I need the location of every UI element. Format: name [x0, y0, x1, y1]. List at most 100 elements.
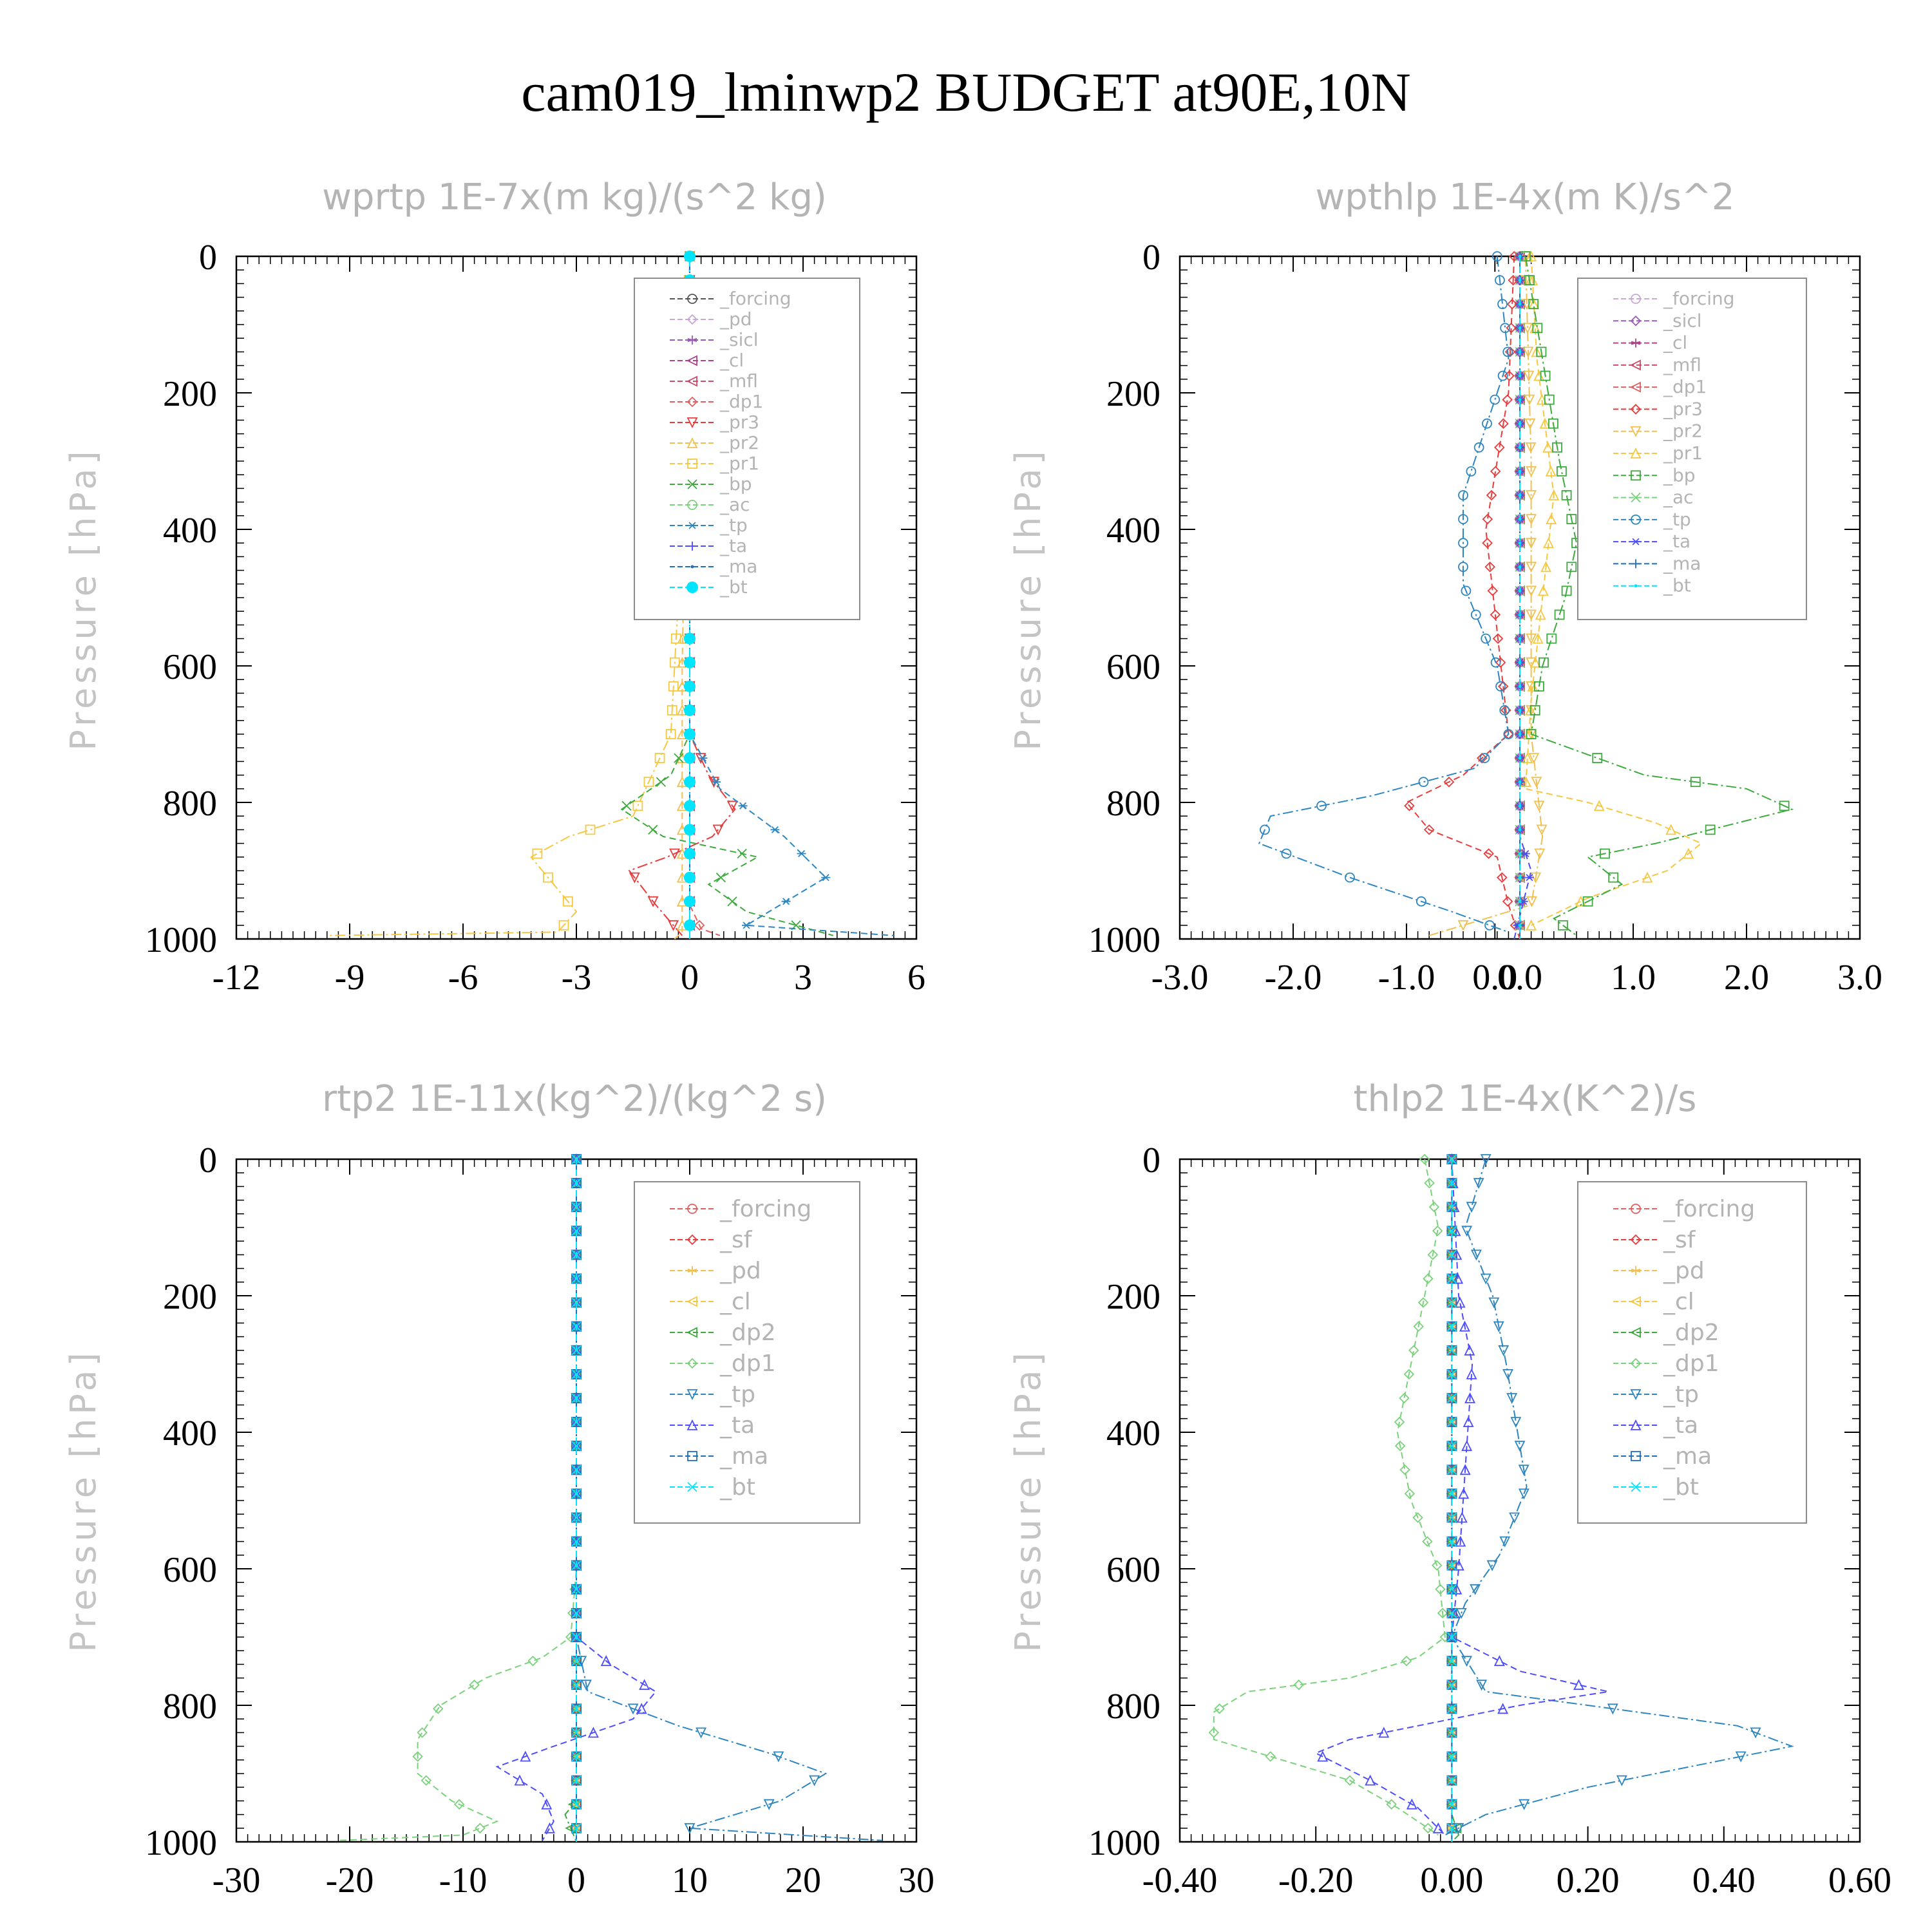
series-marker: [684, 704, 696, 716]
legend-entry: _sf: [719, 1227, 753, 1253]
series-marker: [433, 1703, 444, 1714]
series-marker: [1546, 513, 1557, 524]
series-marker: [668, 920, 679, 931]
series-marker: [1446, 1178, 1457, 1188]
series-marker: [665, 729, 676, 739]
series-marker: [1446, 1297, 1457, 1308]
legend-marker: [1634, 584, 1638, 588]
series-marker: [1534, 681, 1544, 692]
series-marker: [1534, 848, 1546, 860]
legend-marker: [1629, 1327, 1641, 1338]
series-marker: [1540, 561, 1551, 573]
series-marker: [1446, 1393, 1457, 1403]
x-tick-label: 3: [794, 958, 812, 998]
series-marker: [571, 1321, 582, 1332]
x-tick-label: 0: [567, 1861, 585, 1900]
series-marker: [1499, 1536, 1511, 1548]
series-marker: [1446, 1608, 1457, 1618]
legend-entry: _tp: [719, 1381, 755, 1408]
series-marker: [1683, 848, 1694, 859]
legend-entry: _ma: [719, 1443, 768, 1470]
series-marker: [639, 1679, 650, 1690]
series-marker: [1281, 848, 1292, 859]
series-marker: [684, 848, 696, 860]
series-marker: [684, 895, 696, 907]
series-marker: [1518, 541, 1522, 545]
legend-marker: [687, 1451, 697, 1461]
series-marker: [1394, 1440, 1406, 1452]
legend-entry: _pd: [719, 308, 752, 330]
legend-marker: [1631, 559, 1640, 569]
series-marker: [571, 1297, 582, 1308]
series-marker: [421, 1775, 432, 1786]
series-marker: [1470, 1249, 1482, 1261]
y-axis-label: Pressure [hPa]: [63, 447, 104, 750]
series-marker: [571, 1464, 582, 1475]
series-marker: [738, 802, 748, 810]
series-marker: [580, 1680, 592, 1691]
y-tick-label: 0: [199, 1141, 217, 1180]
panel-title: rtp2 1E-11x(kg^2)/(kg^2 s): [322, 1078, 827, 1120]
series-marker: [1556, 466, 1567, 477]
series-line-bp: [1524, 256, 1794, 936]
series-marker: [1499, 705, 1510, 715]
panel-rtp2: rtp2 1E-11x(kg^2)/(kg^2 s) Pressure [hPa…: [63, 1078, 934, 1900]
legend-box: [634, 1181, 860, 1524]
series-marker: [1518, 350, 1522, 354]
series-marker: [742, 922, 751, 929]
series-marker: [571, 1488, 582, 1499]
series-marker: [587, 1727, 599, 1738]
legend-marker: [687, 396, 698, 408]
x-tick-label: 2.0: [1724, 958, 1769, 998]
series-marker: [1536, 346, 1547, 357]
series-marker: [1506, 298, 1518, 310]
series-marker: [684, 632, 696, 645]
series-marker: [571, 1560, 582, 1571]
legend-entry: _pr1: [1663, 442, 1703, 464]
series-marker: [1490, 657, 1501, 668]
series-marker: [1518, 589, 1522, 592]
legend-marker: [686, 1296, 697, 1307]
series-marker: [1533, 800, 1545, 812]
series-marker: [1463, 1416, 1474, 1427]
series-marker: [1293, 1679, 1305, 1690]
series-marker: [629, 872, 640, 884]
series-marker: [621, 800, 632, 811]
series-marker: [1557, 920, 1568, 931]
series-marker: [684, 251, 696, 262]
series-marker: [571, 1202, 582, 1212]
legend-entry: _pd: [719, 1258, 761, 1284]
series-marker: [1446, 1417, 1457, 1427]
y-tick-label: 1000: [145, 1823, 217, 1863]
series-marker: [684, 728, 696, 740]
x-tick-label: -12: [213, 958, 261, 998]
series-marker: [1526, 514, 1537, 526]
series-marker: [1432, 1822, 1444, 1833]
legend-marker: [1630, 1389, 1642, 1401]
series-marker: [1518, 637, 1522, 641]
series-marker: [475, 1823, 486, 1834]
series-marker: [571, 1512, 582, 1523]
y-tick-label: 1000: [145, 920, 217, 960]
series-marker: [1524, 394, 1535, 406]
legend-marker: [1631, 492, 1641, 503]
legend-marker: [687, 314, 698, 325]
series-marker: [527, 1655, 538, 1667]
series-marker: [770, 826, 780, 833]
series-marker: [1750, 1727, 1761, 1739]
series-marker: [1518, 565, 1522, 569]
series-marker: [1536, 824, 1548, 836]
series-marker: [1446, 1154, 1457, 1164]
legend-entry: _pr3: [719, 412, 759, 433]
series-marker: [1526, 466, 1537, 477]
series-marker: [1518, 685, 1522, 688]
series-marker: [668, 681, 679, 692]
series-marker: [627, 1703, 639, 1715]
series-marker: [1446, 1680, 1457, 1690]
series-marker: [632, 800, 643, 811]
series-line-pr1: [1524, 256, 1703, 926]
series-marker: [1446, 1775, 1457, 1786]
series-marker: [1464, 1344, 1475, 1356]
y-tick-label: 800: [1106, 784, 1160, 824]
series-marker: [684, 824, 696, 836]
